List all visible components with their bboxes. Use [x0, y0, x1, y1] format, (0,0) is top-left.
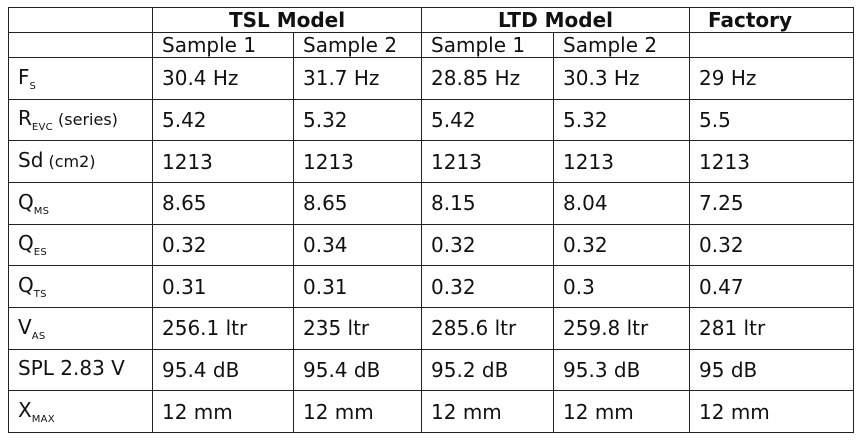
value-cell: 0.31	[292, 265, 423, 308]
param-subscript: EVC	[31, 122, 53, 134]
param-symbol: R	[18, 106, 32, 131]
value-cell: 0.32	[553, 223, 691, 267]
value-cell: 5.5	[689, 98, 855, 142]
param-label: QTS	[8, 265, 153, 308]
param-label: REVC (series)	[8, 98, 153, 142]
sample-header: Sample 2	[553, 32, 691, 58]
group-header-factory: Factory	[689, 7, 855, 33]
value-cell: 8.15	[421, 181, 555, 225]
sample-header: Sample 1	[152, 32, 294, 58]
corner-cell	[8, 7, 153, 33]
value-cell: 95.4 dB	[292, 348, 423, 392]
value-cell: 256.1 ltr	[152, 306, 294, 350]
param-symbol: V	[18, 314, 32, 339]
value-cell: 5.42	[421, 98, 555, 142]
param-label: SPL 2.83 V	[8, 348, 153, 392]
table-row: Sd (cm2) 1213 1213 1213 1213 1213	[8, 140, 855, 183]
param-label: Sd (cm2)	[8, 140, 153, 183]
param-subscript: MS	[33, 205, 50, 217]
value-cell: 5.42	[152, 98, 294, 142]
param-symbol: Sd	[18, 148, 44, 173]
value-cell: 259.8 ltr	[553, 306, 691, 350]
value-cell: 281 ltr	[689, 306, 855, 350]
param-subscript: S	[29, 80, 37, 92]
group-header-tsl-model: TSL Model	[151, 7, 423, 33]
table-row: VAS 256.1 ltr 235 ltr 285.6 ltr 259.8 lt…	[8, 306, 855, 350]
param-label: QES	[8, 223, 153, 267]
param-label: XMAX	[8, 390, 153, 433]
value-cell: 1213	[421, 140, 555, 183]
param-symbol: Q	[18, 273, 34, 298]
value-cell: 1213	[689, 140, 855, 183]
value-cell: 12 mm	[689, 390, 855, 433]
param-subscript: MAX	[31, 414, 55, 426]
value-cell: 95.3 dB	[553, 348, 691, 392]
param-label: QMS	[8, 181, 153, 225]
corner-cell	[8, 32, 153, 58]
param-note: (cm2)	[43, 152, 96, 172]
value-cell: 29 Hz	[689, 57, 855, 100]
value-cell: 8.04	[553, 181, 691, 225]
table-row: QTS 0.31 0.31 0.32 0.3 0.47	[8, 265, 855, 308]
value-cell: 8.65	[292, 181, 423, 225]
value-cell: 8.65	[152, 181, 294, 225]
value-cell: 5.32	[292, 98, 423, 142]
param-subscript: TS	[33, 289, 47, 301]
value-cell: 0.3	[553, 265, 691, 308]
value-cell: 0.32	[689, 223, 855, 267]
value-cell: 95.2 dB	[421, 348, 555, 392]
group-header-ltd-model: LTD Model	[421, 7, 691, 33]
param-note: (series)	[52, 110, 118, 130]
value-cell: 12 mm	[292, 390, 423, 433]
value-cell: 12 mm	[553, 390, 691, 433]
param-symbol: F	[18, 64, 30, 89]
value-cell: 0.34	[292, 223, 423, 267]
group-header-row: TSL Model LTD Model Factory	[8, 7, 855, 33]
value-cell: 1213	[152, 140, 294, 183]
table-row: SPL 2.83 V 95.4 dB 95.4 dB 95.2 dB 95.3 …	[8, 348, 855, 392]
param-subscript: ES	[33, 247, 48, 259]
value-cell: 235 ltr	[292, 306, 423, 350]
param-label: FS	[8, 57, 153, 100]
value-cell: 30.3 Hz	[553, 57, 691, 100]
sample-header	[689, 32, 855, 58]
param-symbol: SPL 2.83 V	[18, 356, 125, 381]
sample-header: Sample 1	[421, 32, 555, 58]
value-cell: 12 mm	[421, 390, 555, 433]
sample-header-row: Sample 1 Sample 2 Sample 1 Sample 2	[8, 32, 855, 58]
table-body: FS 30.4 Hz 31.7 Hz 28.85 Hz 30.3 Hz 29 H…	[8, 57, 855, 433]
value-cell: 95 dB	[689, 348, 855, 392]
table-row: QMS 8.65 8.65 8.15 8.04 7.25	[8, 181, 855, 225]
value-cell: 0.31	[152, 265, 294, 308]
speaker-parameters-table: TSL Model LTD Model Factory Sample 1 Sam…	[8, 7, 855, 433]
table-row: REVC (series) 5.42 5.32 5.42 5.32 5.5	[8, 98, 855, 142]
param-label: VAS	[8, 306, 153, 350]
value-cell: 31.7 Hz	[292, 57, 423, 100]
value-cell: 30.4 Hz	[152, 57, 294, 100]
param-subscript: AS	[31, 330, 46, 342]
table-row: XMAX 12 mm 12 mm 12 mm 12 mm 12 mm	[8, 390, 855, 433]
value-cell: 0.32	[421, 223, 555, 267]
param-symbol: X	[18, 398, 32, 423]
value-cell: 12 mm	[152, 390, 294, 433]
value-cell: 5.32	[553, 98, 691, 142]
value-cell: 1213	[292, 140, 423, 183]
param-symbol: Q	[18, 189, 34, 214]
value-cell: 95.4 dB	[152, 348, 294, 392]
table-row: QES 0.32 0.34 0.32 0.32 0.32	[8, 223, 855, 267]
value-cell: 0.32	[421, 265, 555, 308]
value-cell: 7.25	[689, 181, 855, 225]
value-cell: 0.47	[689, 265, 855, 308]
sample-header: Sample 2	[292, 32, 423, 58]
value-cell: 285.6 ltr	[421, 306, 555, 350]
table-row: FS 30.4 Hz 31.7 Hz 28.85 Hz 30.3 Hz 29 H…	[8, 57, 855, 100]
param-symbol: Q	[18, 231, 34, 256]
value-cell: 0.32	[152, 223, 294, 267]
value-cell: 28.85 Hz	[421, 57, 555, 100]
value-cell: 1213	[553, 140, 691, 183]
